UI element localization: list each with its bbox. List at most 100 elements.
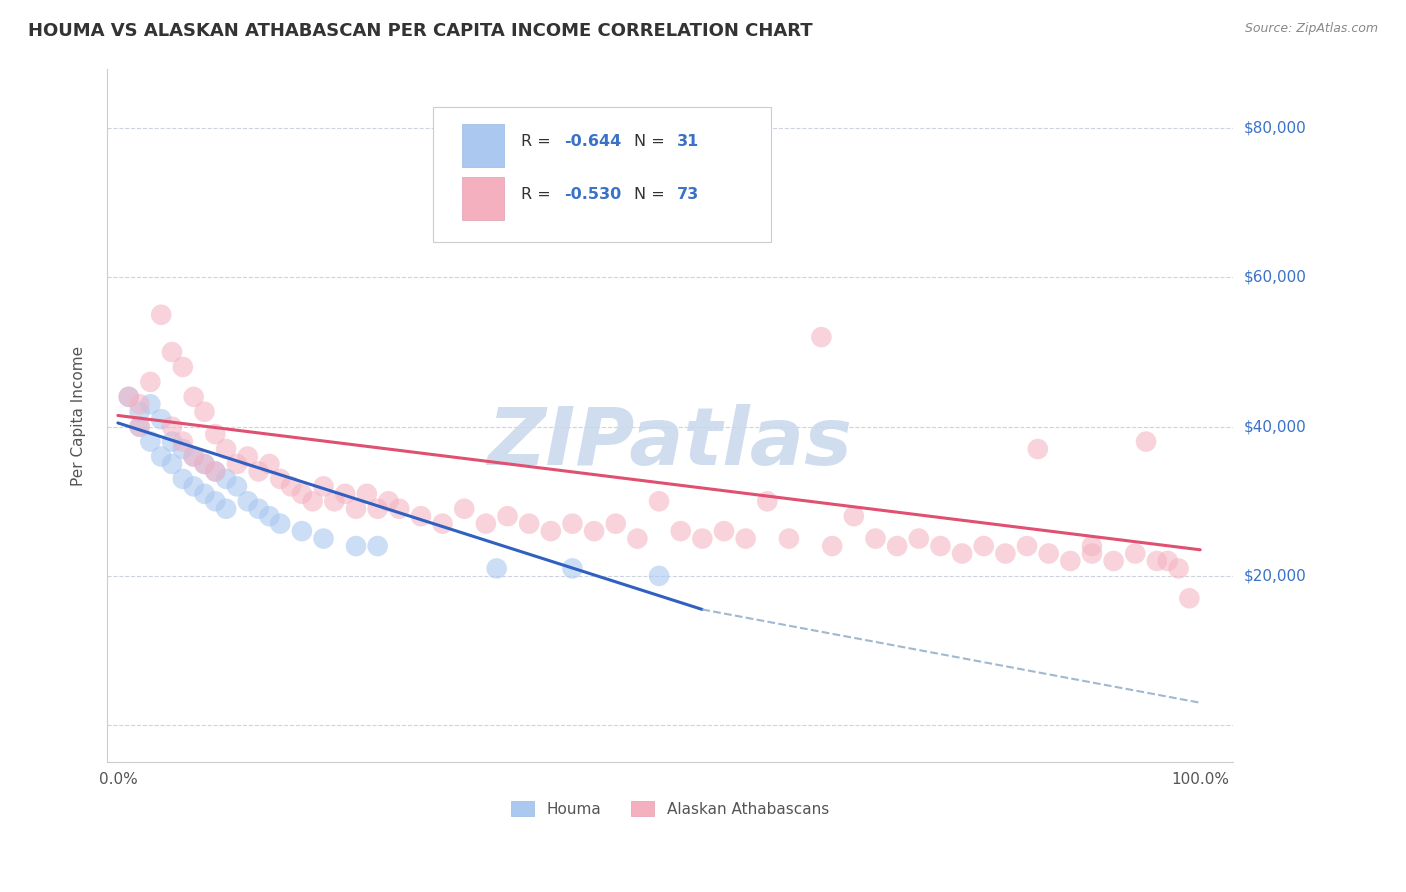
Point xyxy=(193,405,215,419)
Y-axis label: Per Capita Income: Per Capita Income xyxy=(72,345,86,485)
Point xyxy=(139,375,162,389)
Point xyxy=(561,561,583,575)
Point xyxy=(929,539,952,553)
Point xyxy=(160,419,183,434)
Point xyxy=(1135,434,1157,449)
Point xyxy=(1026,442,1049,456)
Point xyxy=(973,539,995,553)
Point xyxy=(193,457,215,471)
Point xyxy=(485,561,508,575)
Point xyxy=(215,442,238,456)
Point xyxy=(269,472,291,486)
Point xyxy=(259,509,281,524)
Point xyxy=(475,516,498,531)
Point xyxy=(1081,547,1104,561)
Point xyxy=(226,457,249,471)
Point xyxy=(291,524,314,538)
Point xyxy=(215,472,238,486)
Point xyxy=(994,547,1017,561)
Point xyxy=(183,390,205,404)
Point xyxy=(865,532,887,546)
Point xyxy=(226,479,249,493)
Point xyxy=(496,509,519,524)
Text: $40,000: $40,000 xyxy=(1244,419,1306,434)
Point xyxy=(204,427,226,442)
Point xyxy=(150,412,173,426)
Point xyxy=(540,524,562,538)
Point xyxy=(1167,561,1189,575)
Point xyxy=(204,465,226,479)
Point xyxy=(150,450,173,464)
Point xyxy=(1146,554,1168,568)
Point xyxy=(193,457,215,471)
Point xyxy=(626,532,648,546)
Text: HOUMA VS ALASKAN ATHABASCAN PER CAPITA INCOME CORRELATION CHART: HOUMA VS ALASKAN ATHABASCAN PER CAPITA I… xyxy=(28,22,813,40)
Point xyxy=(1038,547,1060,561)
Point xyxy=(756,494,779,508)
Point xyxy=(118,390,141,404)
Point xyxy=(172,472,194,486)
Point xyxy=(139,434,162,449)
Text: $80,000: $80,000 xyxy=(1244,120,1306,136)
Point xyxy=(160,434,183,449)
Point xyxy=(907,532,929,546)
Point xyxy=(160,457,183,471)
Point xyxy=(128,419,150,434)
Point xyxy=(236,450,259,464)
Point xyxy=(1102,554,1125,568)
Point xyxy=(204,494,226,508)
Text: -0.530: -0.530 xyxy=(564,187,621,202)
Point xyxy=(1123,547,1146,561)
Point xyxy=(561,516,583,531)
FancyBboxPatch shape xyxy=(433,107,770,242)
Text: $20,000: $20,000 xyxy=(1244,568,1306,583)
Point xyxy=(128,397,150,411)
Text: 31: 31 xyxy=(676,134,699,149)
Text: N =: N = xyxy=(634,187,669,202)
Text: 73: 73 xyxy=(676,187,699,202)
Point xyxy=(669,524,692,538)
Point xyxy=(344,539,367,553)
Text: N =: N = xyxy=(634,134,669,149)
Point xyxy=(886,539,908,553)
Point xyxy=(128,405,150,419)
Point xyxy=(259,457,281,471)
Point xyxy=(367,539,389,553)
Point xyxy=(193,487,215,501)
Point xyxy=(335,487,357,501)
Point xyxy=(583,524,606,538)
Point xyxy=(215,501,238,516)
Text: -0.644: -0.644 xyxy=(564,134,621,149)
Point xyxy=(269,516,291,531)
Point xyxy=(713,524,735,538)
Point xyxy=(648,569,671,583)
Point xyxy=(139,397,162,411)
Point xyxy=(236,494,259,508)
Point xyxy=(172,442,194,456)
Point xyxy=(183,479,205,493)
FancyBboxPatch shape xyxy=(461,177,505,219)
Point xyxy=(150,308,173,322)
Point xyxy=(453,501,475,516)
Point xyxy=(432,516,454,531)
Point xyxy=(842,509,865,524)
Point xyxy=(1081,539,1104,553)
Point xyxy=(778,532,800,546)
Text: $60,000: $60,000 xyxy=(1244,270,1306,285)
Text: ZIPatlas: ZIPatlas xyxy=(488,404,852,483)
Point xyxy=(312,532,335,546)
Point xyxy=(118,390,141,404)
Point xyxy=(1015,539,1038,553)
Point xyxy=(821,539,844,553)
Point xyxy=(1178,591,1201,606)
Point xyxy=(344,501,367,516)
Point xyxy=(291,487,314,501)
Point xyxy=(247,501,270,516)
Point xyxy=(377,494,399,508)
Point xyxy=(172,434,194,449)
Point xyxy=(692,532,714,546)
Point xyxy=(356,487,378,501)
Text: R =: R = xyxy=(522,134,557,149)
Point xyxy=(160,345,183,359)
Text: Source: ZipAtlas.com: Source: ZipAtlas.com xyxy=(1244,22,1378,36)
